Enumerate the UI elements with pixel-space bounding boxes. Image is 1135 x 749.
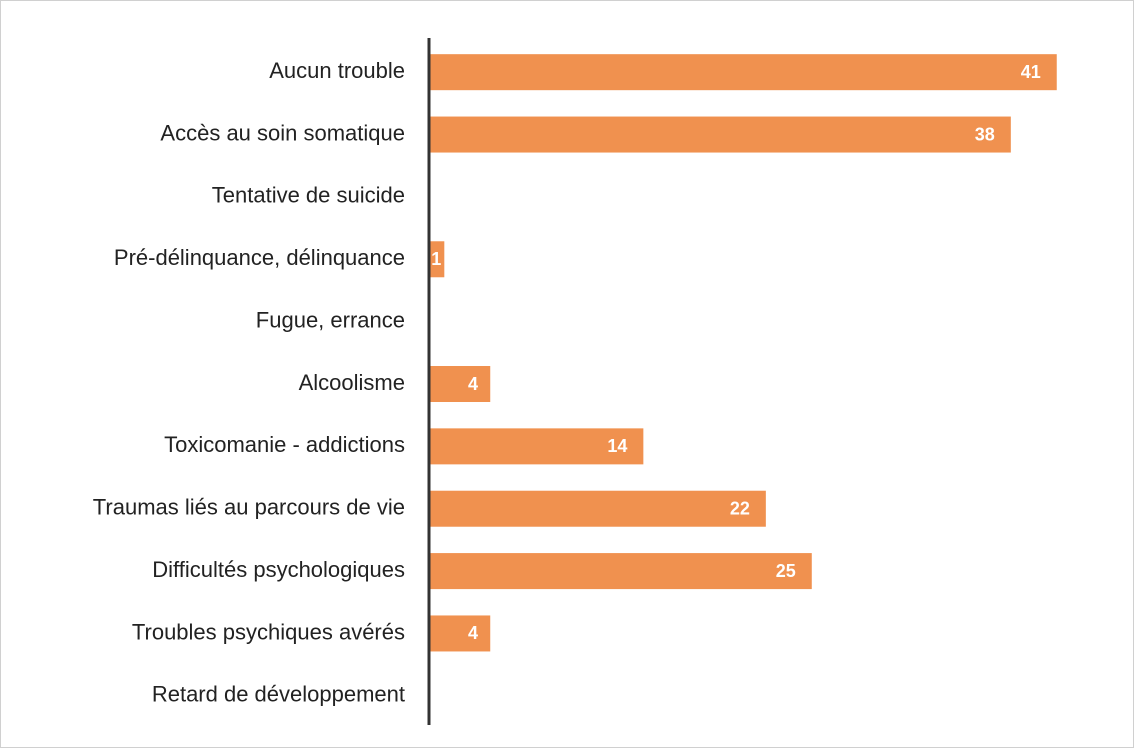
bar	[429, 490, 766, 527]
y-tick-label: Troubles psychiques avérés	[132, 619, 405, 644]
bar	[429, 116, 1011, 153]
bar	[429, 366, 491, 402]
y-tick-label: Difficultés psychologiques	[152, 557, 405, 582]
data-label: 41	[1021, 62, 1041, 82]
data-label: 1	[431, 249, 441, 269]
y-tick-label: Accès au soin somatique	[160, 120, 405, 145]
y-tick-label: Traumas liés au parcours de vie	[93, 495, 405, 520]
y-tick-label: Tentative de suicide	[212, 183, 405, 208]
data-label: 4	[468, 623, 478, 643]
y-tick-label: Pré-délinquance, délinquance	[114, 245, 405, 270]
y-tick-label: Alcoolisme	[299, 370, 405, 395]
bar	[429, 428, 644, 465]
y-tick-label: Toxicomanie - addictions	[164, 432, 405, 457]
data-label: 14	[607, 436, 627, 456]
data-label: 38	[975, 124, 995, 144]
data-label: 25	[776, 561, 796, 581]
data-label: 4	[468, 374, 478, 394]
bar	[429, 54, 1057, 91]
y-tick-label: Retard de développement	[152, 682, 405, 707]
bar	[429, 615, 491, 652]
bar	[429, 241, 445, 278]
data-label: 22	[730, 498, 750, 518]
y-tick-label: Fugue, errance	[256, 307, 405, 332]
y-tick-label: Aucun trouble	[269, 58, 405, 83]
bar	[429, 553, 812, 590]
